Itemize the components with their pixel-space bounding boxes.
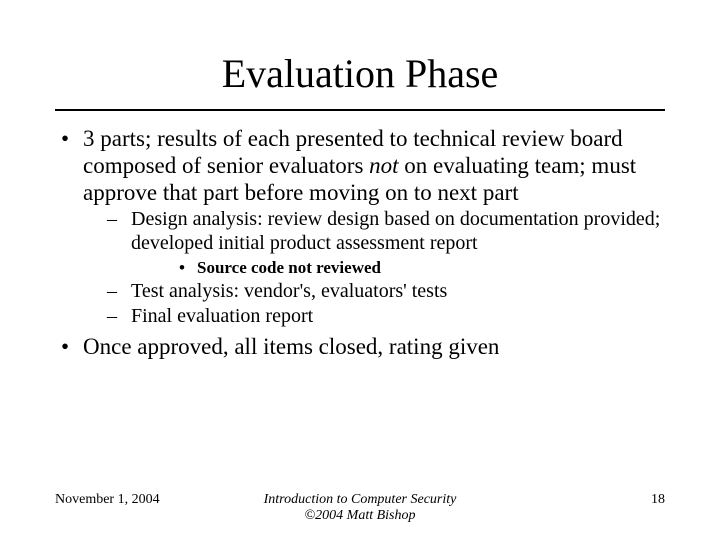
slide-content: 3 parts; results of each presented to te…: [55, 125, 665, 360]
sub-bullet-text: Design analysis: review design based on …: [131, 208, 660, 254]
bullet-item: Once approved, all items closed, rating …: [55, 333, 665, 360]
title-divider: [55, 109, 665, 111]
bullet-list-lvl2: Design analysis: review design based on …: [83, 208, 665, 328]
subsub-bullet-item: Source code not reviewed: [131, 258, 665, 278]
slide-footer: November 1, 2004 Introduction to Compute…: [0, 492, 720, 524]
bullet-list-lvl3: Source code not reviewed: [131, 258, 665, 278]
footer-center: Introduction to Computer Security ©2004 …: [205, 492, 515, 524]
sub-bullet-item: Test analysis: vendor's, evaluators' tes…: [83, 280, 665, 304]
bullet-text-italic: not: [369, 153, 398, 178]
footer-page-number: 18: [515, 492, 665, 508]
footer-date: November 1, 2004: [55, 492, 205, 508]
bullet-list-lvl1: 3 parts; results of each presented to te…: [55, 125, 665, 360]
slide: Evaluation Phase 3 parts; results of eac…: [0, 0, 720, 540]
slide-title: Evaluation Phase: [55, 50, 665, 97]
sub-bullet-item: Final evaluation report: [83, 305, 665, 329]
footer-copyright: ©2004 Matt Bishop: [305, 508, 416, 523]
bullet-item: 3 parts; results of each presented to te…: [55, 125, 665, 329]
footer-title: Introduction to Computer Security: [264, 492, 457, 507]
sub-bullet-item: Design analysis: review design based on …: [83, 208, 665, 277]
